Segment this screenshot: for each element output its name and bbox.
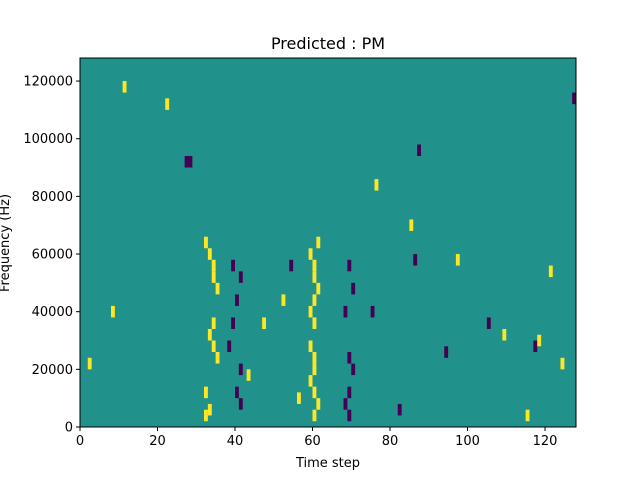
y-tick-label: 120000 <box>23 75 73 90</box>
heatmap-cell <box>231 317 235 329</box>
heatmap-cell <box>262 317 266 329</box>
x-tick-label: 40 <box>227 434 244 449</box>
heatmap-cell <box>533 340 538 353</box>
heatmap-cell <box>211 259 216 272</box>
heatmap-cell <box>281 294 286 306</box>
heatmap-cell <box>374 179 379 191</box>
x-tick-label: 100 <box>455 434 480 449</box>
heatmap-cell <box>417 144 421 157</box>
heatmap-cell <box>312 271 317 283</box>
heatmap-cell <box>207 403 212 416</box>
heatmap-cell <box>343 305 348 318</box>
heatmap-background <box>80 58 576 427</box>
heatmap-cell <box>351 282 356 295</box>
heatmap-cell <box>308 340 313 353</box>
heatmap-cell <box>235 386 239 399</box>
heatmap-cell <box>297 392 301 404</box>
heatmap-cell <box>246 369 251 381</box>
x-axis: 0 20 40 60 80 100 120 <box>76 427 558 449</box>
heatmap-cell <box>312 386 317 399</box>
x-tick-label: 120 <box>533 434 558 449</box>
heatmap-cell <box>308 248 313 260</box>
y-axis-label: Frequency (Hz) <box>0 194 13 292</box>
heatmap-cell <box>316 282 321 295</box>
heatmap-cell <box>572 92 576 105</box>
plot-area <box>79 57 577 428</box>
heatmap-cell <box>215 282 220 295</box>
y-axis: 0 20000 40000 60000 80000 100000 120000 <box>23 75 80 436</box>
x-tick-label: 60 <box>304 434 321 449</box>
heatmap-cell <box>188 156 193 168</box>
heatmap-cell <box>413 254 418 266</box>
heatmap-cell <box>347 352 352 364</box>
heatmap-cell <box>231 259 235 272</box>
y-tick-label: 60000 <box>32 248 73 263</box>
heatmap-cell <box>204 236 208 249</box>
heatmap-cell <box>111 305 115 318</box>
x-tick-label: 20 <box>149 434 166 449</box>
heatmap-cell <box>486 317 491 329</box>
heatmap-cell <box>351 363 356 376</box>
y-tick-label: 100000 <box>23 132 73 147</box>
heatmap-cell <box>343 398 348 410</box>
heatmap-cell <box>204 409 208 422</box>
heatmap-cell <box>548 265 553 278</box>
x-axis-label: Time step <box>295 456 360 471</box>
heatmap-cell <box>312 352 317 364</box>
heatmap-cell <box>312 294 317 306</box>
heatmap-cell <box>211 271 216 283</box>
heatmap-cell <box>316 236 321 249</box>
heatmap-cell <box>211 340 216 353</box>
heatmap-cell <box>184 156 189 168</box>
heatmap-cell <box>525 409 530 422</box>
x-tick-label: 80 <box>382 434 399 449</box>
heatmap-cell <box>165 98 170 110</box>
heatmap-cell <box>347 409 352 422</box>
heatmap-cell <box>316 398 321 410</box>
heatmap-cell <box>444 346 449 358</box>
heatmap-cell <box>211 317 216 329</box>
heatmap-cell <box>207 248 212 260</box>
heatmap-cell <box>289 259 294 272</box>
y-tick-label: 40000 <box>32 305 73 320</box>
heatmap-cell <box>409 219 414 231</box>
heatmap-cell <box>238 398 243 410</box>
heatmap-cell <box>455 254 460 266</box>
heatmap-cell <box>370 305 375 318</box>
heatmap-cell <box>347 259 352 272</box>
heatmap-cell <box>347 386 352 399</box>
plot-frame <box>79 57 577 428</box>
heatmap-cell <box>238 363 243 376</box>
heatmap-cell <box>308 305 313 318</box>
heatmap-cell <box>312 363 317 376</box>
heatmap-cell <box>122 81 127 93</box>
heatmap-cell <box>235 294 239 306</box>
heatmap-cell <box>312 317 317 329</box>
y-tick-label: 0 <box>65 421 73 436</box>
heatmap-cell <box>227 340 232 353</box>
x-tick-label: 0 <box>76 434 84 449</box>
heatmap-cell <box>308 375 313 387</box>
heatmap-cell <box>215 352 220 364</box>
heatmap-cell <box>537 334 542 347</box>
heatmap-cell <box>312 259 317 272</box>
heatmap-cell <box>502 328 507 341</box>
y-tick-label: 80000 <box>32 190 73 205</box>
heatmap-cell <box>560 357 565 370</box>
heatmap-cell <box>312 409 317 422</box>
heatmap-cell <box>238 271 243 283</box>
chart-title: Predicted : PM <box>271 34 385 53</box>
heatmap-cell <box>204 386 208 399</box>
heatmap-cell <box>397 403 402 416</box>
heatmap-cell <box>87 357 92 370</box>
y-tick-label: 20000 <box>32 363 73 378</box>
heatmap-cell <box>207 328 212 341</box>
